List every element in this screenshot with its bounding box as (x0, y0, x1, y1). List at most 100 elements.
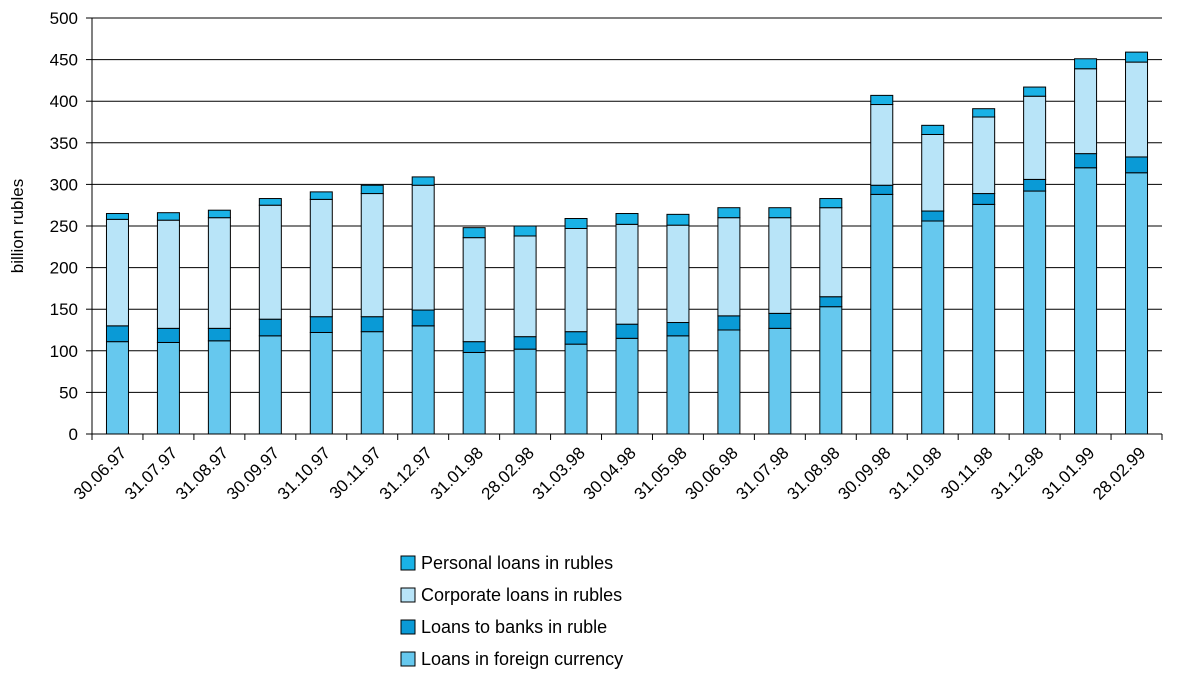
bar-segment (717, 207, 741, 219)
bar-segment (309, 191, 333, 200)
bar-segment (1023, 178, 1047, 192)
x-tick-labels: 30.06.9731.07.9731.08.9730.09.9731.10.97… (70, 443, 1149, 503)
bar-segment (309, 331, 333, 435)
x-tick-label: 28.02.99 (1089, 443, 1149, 503)
x-tick-label: 30.06.97 (70, 443, 130, 503)
bar-segment (768, 327, 792, 435)
bar-segment (462, 351, 486, 435)
bar-segment (207, 340, 231, 435)
bar-segment (1023, 86, 1047, 97)
bar-segment (666, 335, 690, 435)
bar-segment (258, 204, 282, 320)
bar-segment (666, 213, 690, 226)
y-tick-label: 400 (50, 92, 78, 111)
bar-segment (921, 220, 945, 435)
x-tick-label: 31.05.98 (631, 443, 691, 503)
bar-segment (666, 322, 690, 337)
y-tick-label: 150 (50, 300, 78, 319)
x-tick-label: 31.03.98 (529, 443, 589, 503)
bar-segment (207, 327, 231, 342)
bar-segment (717, 329, 741, 435)
bar-segment (819, 306, 843, 435)
bar-segment (1125, 156, 1149, 174)
legend-swatch (400, 587, 416, 603)
x-tick-label: 31.07.97 (121, 443, 181, 503)
bar-segment (156, 219, 180, 329)
bar-segment (360, 193, 384, 318)
bar-segment (1125, 51, 1149, 63)
bar-segment (309, 198, 333, 318)
bar-segment (1125, 172, 1149, 435)
bar-segment (360, 316, 384, 333)
bar-segment (768, 217, 792, 314)
bar-segment (564, 343, 588, 435)
y-tick-label: 100 (50, 342, 78, 361)
x-tick-label: 31.12.98 (987, 443, 1047, 503)
bar-segment (1023, 190, 1047, 435)
x-tick-label: 30.04.98 (580, 443, 640, 503)
bars (105, 51, 1149, 435)
y-tick-label: 200 (50, 259, 78, 278)
y-tick-label: 250 (50, 217, 78, 236)
bar-segment (972, 116, 996, 195)
x-tick-label: 30.11.97 (326, 443, 385, 502)
bar-segment (462, 237, 486, 343)
legend-label: Corporate loans in rubles (421, 585, 622, 605)
bar-segment (564, 218, 588, 229)
bar-segment (717, 315, 741, 331)
bar-segment (411, 309, 435, 327)
bar-segment (360, 331, 384, 435)
bar-segment (870, 94, 894, 106)
bar-segment (360, 184, 384, 195)
x-tick-label: 31.12.97 (376, 443, 436, 503)
bar-segment (819, 296, 843, 308)
bar-segment (156, 327, 180, 343)
bar-segment (207, 217, 231, 329)
x-tick-label: 31.01.99 (1038, 443, 1098, 503)
bar-segment (411, 325, 435, 435)
bar-segment (411, 176, 435, 186)
x-tick-label: 30.09.97 (223, 443, 283, 503)
bar-segment (768, 312, 792, 329)
bar-segment (411, 184, 435, 311)
bar-segment (513, 336, 537, 350)
legend-swatch (400, 555, 416, 571)
legend-label: Loans in foreign currency (421, 649, 623, 669)
y-tick-labels: 0 50 100 150 200 250 300 350 400 450 500 (50, 9, 78, 444)
bar-segment (1074, 167, 1098, 435)
bar-segment (921, 133, 945, 212)
x-tick-label: 31.10.97 (274, 443, 334, 503)
legend-swatch (400, 651, 416, 667)
y-tick-label: 300 (50, 175, 78, 194)
bar-segment (819, 207, 843, 298)
bar-segment (1074, 58, 1098, 70)
y-tick-label: 50 (59, 383, 78, 402)
bar-segment (462, 227, 486, 239)
bar-segment (921, 210, 945, 222)
y-tick-label: 350 (50, 134, 78, 153)
legend: Personal loans in rubles Corporate loans … (400, 553, 623, 669)
bar-segment (717, 217, 741, 317)
x-tick-label: 31.08.98 (783, 443, 843, 503)
bar-segment (207, 209, 231, 219)
bar-segment (513, 235, 537, 338)
y-tick-label: 450 (50, 51, 78, 70)
y-axis-title: billion rubles (8, 179, 27, 274)
bar-segment (870, 104, 894, 186)
bar-segment (105, 218, 129, 327)
bar-segment (870, 184, 894, 195)
bar-segment (258, 335, 282, 435)
bar-segment (615, 213, 639, 225)
bar-segment (309, 316, 333, 333)
bar-segment (513, 348, 537, 435)
bar-segment (819, 198, 843, 209)
bar-segment (1125, 61, 1149, 158)
bar-segment (105, 325, 129, 343)
bar-segment (666, 224, 690, 324)
y-tick-label: 0 (69, 425, 78, 444)
bar-segment (615, 323, 639, 339)
bar-segment (105, 213, 129, 220)
bar-segment (513, 225, 537, 237)
bar-segment (564, 227, 588, 333)
